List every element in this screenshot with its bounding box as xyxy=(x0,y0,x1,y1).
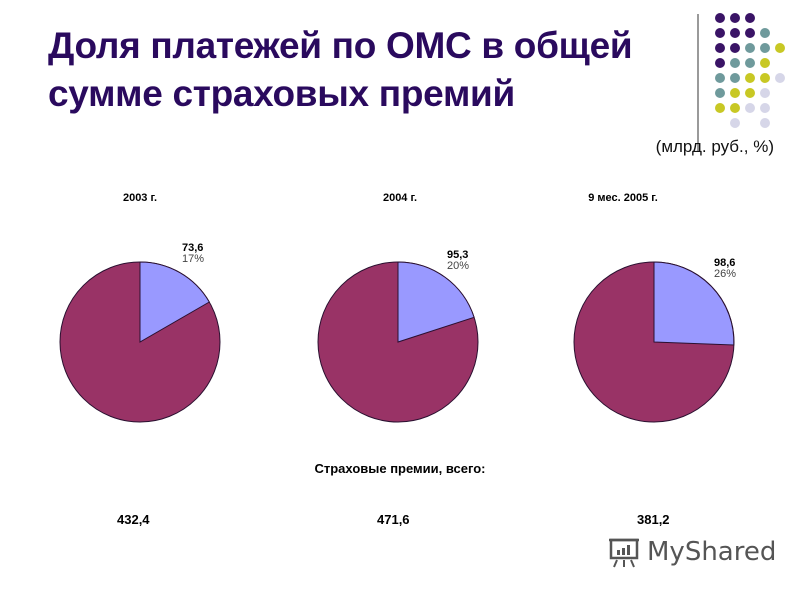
decorative-dot-grid-icon xyxy=(715,13,785,128)
total-2003: 432,4 xyxy=(117,512,150,527)
total-2004: 471,6 xyxy=(377,512,410,527)
totals-heading: Страховые премии, всего: xyxy=(314,461,486,476)
pie-title: 9 мес. 2005 г. xyxy=(588,192,658,204)
slice-label: 98,6 26% xyxy=(714,257,737,280)
slice-label: 95,3 20% xyxy=(447,249,470,272)
slice-label: 73,6 17% xyxy=(182,242,205,265)
watermark-text: MyShared xyxy=(647,537,777,567)
pie-graphic xyxy=(317,261,479,423)
title-divider xyxy=(697,14,699,152)
pie-chart-2005: 9 мес. 2005 г. 98,6 26% xyxy=(560,190,760,430)
pie-graphic xyxy=(573,261,735,423)
oms-slice xyxy=(397,261,475,343)
oms-slice xyxy=(139,261,210,343)
pie-title: 2004 г. xyxy=(382,192,418,204)
pie-title: 2003 г. xyxy=(122,192,158,204)
presentation-board-icon xyxy=(609,538,639,568)
slide-title: Доля платежей по ОМС в общей сумме страх… xyxy=(48,25,633,114)
oms-slice xyxy=(653,261,735,346)
pie-chart-2003: 2003 г. 73,6 17% xyxy=(40,190,240,430)
pie-chart-2004: 2004 г. 95,3 20% xyxy=(300,190,500,430)
pie-graphic xyxy=(59,261,221,423)
unit-note: (млрд. руб., %) xyxy=(655,137,774,156)
watermark: MyShared xyxy=(607,535,776,569)
total-2005: 381,2 xyxy=(637,512,670,527)
